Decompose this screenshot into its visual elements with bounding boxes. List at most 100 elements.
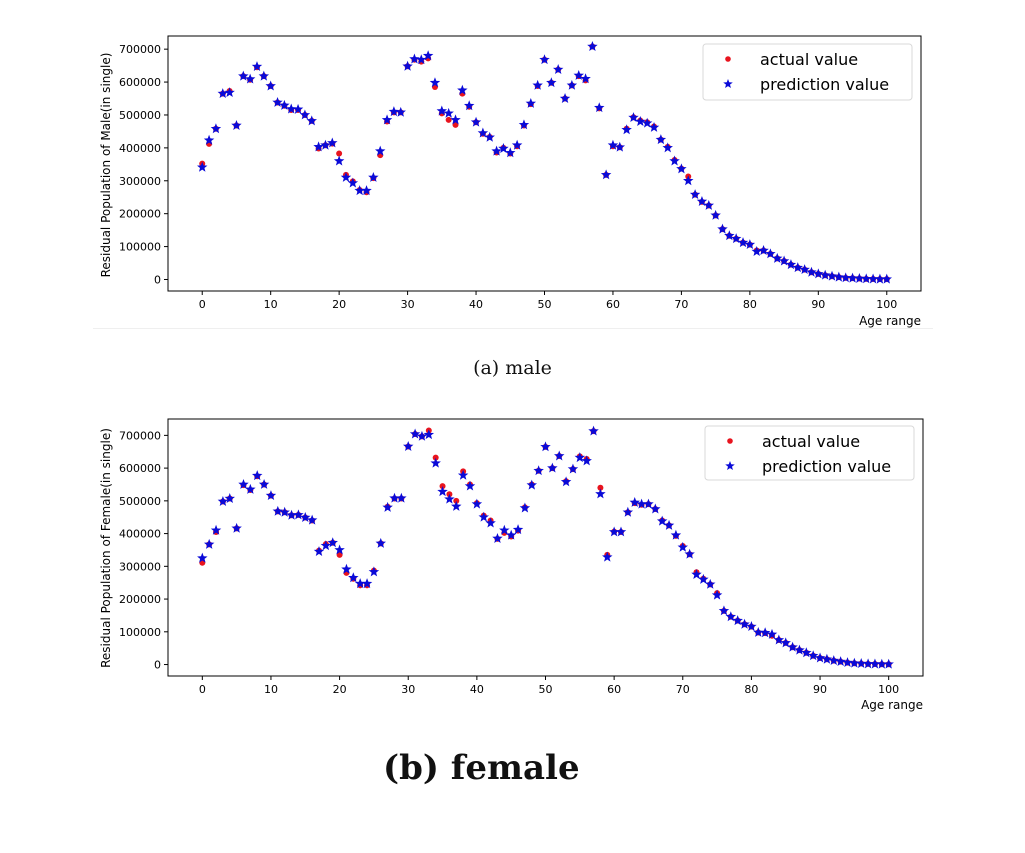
x-tick-label: 100 — [876, 298, 897, 311]
x-tick-label: 90 — [813, 683, 827, 696]
prediction-point — [313, 546, 325, 557]
prediction-point — [739, 618, 750, 629]
prediction-point — [347, 177, 359, 188]
prediction-point — [471, 498, 483, 509]
prediction-point — [341, 563, 352, 574]
prediction-point — [533, 465, 544, 476]
prediction-point — [730, 233, 742, 244]
prediction-point — [552, 64, 564, 75]
prediction-point — [656, 515, 668, 526]
prediction-point — [272, 505, 284, 516]
prediction-point — [717, 223, 728, 234]
male-figure: Residual Population of Male(in single) 0… — [0, 0, 1025, 335]
prediction-point — [559, 93, 571, 103]
prediction-point — [505, 529, 517, 540]
prediction-point — [444, 493, 455, 504]
prediction-point — [470, 116, 482, 127]
prediction-point — [381, 114, 393, 125]
x-tick-label: 10 — [264, 683, 278, 696]
prediction-point — [689, 189, 701, 200]
prediction-point — [403, 441, 414, 451]
prediction-point — [881, 273, 892, 284]
prediction-point — [231, 522, 242, 533]
prediction-point — [244, 73, 256, 84]
prediction-point — [732, 615, 743, 626]
prediction-point — [334, 544, 345, 555]
prediction-point — [794, 644, 805, 655]
y-tick-label: 300000 — [119, 175, 161, 188]
prediction-point — [306, 514, 318, 525]
prediction-point — [718, 605, 730, 616]
prediction-point — [300, 512, 311, 522]
legend-prediction-marker — [723, 79, 733, 89]
x-tick-label: 70 — [676, 683, 690, 696]
legend-actual-marker — [727, 438, 733, 444]
prediction-point — [655, 134, 667, 145]
legend-actual-label: actual value — [762, 432, 860, 451]
prediction-point — [402, 60, 413, 71]
legend: actual value prediction value — [704, 425, 915, 481]
y-tick-label: 700000 — [119, 429, 161, 442]
prediction-point — [368, 171, 379, 182]
prediction-point — [753, 626, 764, 637]
x-tick-label: 80 — [744, 683, 758, 696]
prediction-point — [622, 506, 634, 517]
prediction-point — [498, 143, 509, 153]
prediction-point — [197, 552, 208, 563]
prediction-point — [416, 54, 427, 65]
prediction-point — [828, 655, 839, 666]
prediction-point — [621, 124, 632, 135]
actual-point — [439, 483, 446, 490]
prediction-point — [835, 656, 846, 667]
prediction-point — [821, 653, 833, 664]
legend-actual-marker — [725, 56, 731, 62]
prediction-point — [869, 658, 881, 669]
prediction-point — [772, 252, 783, 263]
prediction-point — [607, 139, 619, 150]
prediction-point — [856, 658, 867, 669]
prediction-point — [354, 578, 366, 589]
prediction-point — [491, 145, 502, 156]
prediction-point — [710, 209, 721, 220]
y-tick-label: 0 — [154, 273, 161, 286]
prediction-point — [286, 509, 297, 520]
prediction-point — [588, 425, 599, 436]
x-tick-label: 80 — [743, 298, 757, 311]
prediction-point — [806, 266, 817, 277]
prediction-point — [210, 123, 222, 134]
prediction-point — [580, 73, 591, 84]
prediction-point — [540, 441, 551, 452]
prediction-point — [801, 647, 812, 658]
x-tick-label: 30 — [401, 683, 415, 696]
prediction-point — [573, 69, 584, 80]
prediction-point — [361, 578, 373, 589]
prediction-point — [224, 87, 235, 98]
prediction-point — [614, 141, 626, 152]
prediction-point — [807, 650, 819, 661]
prediction-point — [477, 127, 489, 138]
x-tick-label: 100 — [878, 683, 899, 696]
x-tick-label: 30 — [401, 298, 415, 311]
prediction-point — [615, 526, 627, 537]
prediction-point — [485, 517, 496, 528]
prediction-point — [862, 658, 874, 669]
prediction-point — [867, 273, 879, 284]
prediction-point — [746, 621, 757, 632]
prediction-point — [396, 492, 407, 503]
y-tick-label: 0 — [154, 659, 161, 672]
legend-box — [702, 43, 913, 101]
prediction-point — [245, 483, 256, 494]
prediction-point — [840, 272, 851, 283]
prediction-point — [265, 80, 276, 91]
prediction-point — [683, 175, 694, 186]
prediction-point — [566, 79, 578, 90]
prediction-point — [258, 478, 270, 489]
prediction-point — [785, 259, 797, 270]
x-tick-label: 0 — [199, 298, 206, 311]
x-tick-label: 20 — [333, 683, 347, 696]
prediction-point — [251, 61, 263, 72]
y-axis-title: Residual Population of Male(in single) — [99, 53, 113, 278]
prediction-point — [641, 117, 653, 128]
prediction-point — [395, 106, 406, 117]
series-prediction — [197, 425, 894, 669]
